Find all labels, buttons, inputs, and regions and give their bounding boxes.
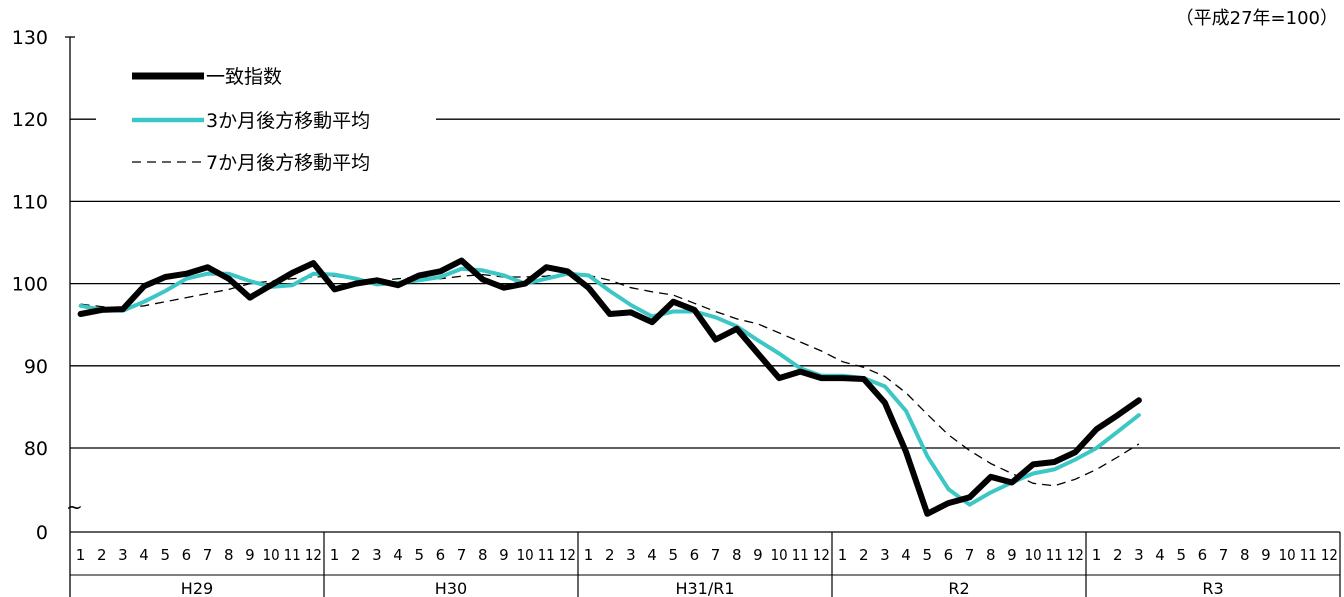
month-label: 12 <box>1321 546 1338 564</box>
y-tick-label: 0 <box>36 522 48 544</box>
month-label: 1 <box>838 546 848 564</box>
year-label: R2 <box>948 579 969 597</box>
series-lines <box>77 257 1142 517</box>
month-label: 5 <box>160 546 170 564</box>
legend-label: 7か月後方移動平均 <box>206 152 370 174</box>
month-label: 10 <box>1279 546 1296 564</box>
y-axis-tick-labels: 130 120 110 100 90 80 0 ~ <box>12 27 83 544</box>
month-label: 3 <box>626 546 636 564</box>
month-label: 2 <box>97 546 107 564</box>
legend-label: 一致指数 <box>206 66 282 88</box>
series-line-0 <box>77 257 1142 517</box>
month-label: 8 <box>478 546 488 564</box>
month-label: 8 <box>986 546 996 564</box>
y-axis-break-mark: ~ <box>66 495 83 519</box>
month-label: 9 <box>245 546 255 564</box>
month-label: 4 <box>901 546 911 564</box>
series-line-2 <box>80 273 1140 487</box>
month-label: 8 <box>224 546 234 564</box>
month-label: 4 <box>1155 546 1165 564</box>
month-label: 6 <box>182 546 192 564</box>
month-label: 1 <box>584 546 594 564</box>
month-label: 5 <box>922 546 932 564</box>
month-label: 11 <box>1300 546 1317 564</box>
month-label: 9 <box>753 546 763 564</box>
month-label: 3 <box>1134 546 1144 564</box>
month-label: 4 <box>139 546 149 564</box>
month-label: 3 <box>118 546 128 564</box>
month-label: 2 <box>859 546 869 564</box>
month-label: 11 <box>792 546 809 564</box>
month-label: 9 <box>499 546 509 564</box>
month-label: 11 <box>538 546 555 564</box>
month-label: 9 <box>1261 546 1271 564</box>
month-label: 6 <box>944 546 954 564</box>
month-label: 2 <box>605 546 615 564</box>
month-label: 12 <box>305 546 322 564</box>
month-label: 12 <box>559 546 576 564</box>
month-label: 11 <box>1046 546 1063 564</box>
month-label: 5 <box>414 546 424 564</box>
month-label: 9 <box>1007 546 1017 564</box>
unit-note: （平成27年=100） <box>1175 8 1338 29</box>
year-label: R3 <box>1202 579 1223 597</box>
axes <box>65 36 1340 597</box>
month-label: 3 <box>372 546 382 564</box>
month-label: 1 <box>1092 546 1102 564</box>
month-label: 8 <box>732 546 742 564</box>
month-label: 6 <box>1198 546 1208 564</box>
series-line-1 <box>78 266 1141 507</box>
month-label: 10 <box>517 546 534 564</box>
month-label: 7 <box>965 546 975 564</box>
month-label: 7 <box>203 546 213 564</box>
month-label: 5 <box>668 546 678 564</box>
month-label: 10 <box>771 546 788 564</box>
y-tick-label: 120 <box>12 109 48 131</box>
y-tick-label: 80 <box>24 438 48 460</box>
y-tick-label: 110 <box>12 191 48 213</box>
month-label: 7 <box>711 546 721 564</box>
y-tick-label: 130 <box>12 27 48 49</box>
month-label: 4 <box>647 546 657 564</box>
month-label: 2 <box>1113 546 1123 564</box>
month-label: 10 <box>263 546 280 564</box>
month-label: 12 <box>813 546 830 564</box>
year-label: H30 <box>435 579 467 597</box>
year-label: H31/R1 <box>675 579 734 597</box>
month-label: 4 <box>393 546 403 564</box>
legend-label: 3か月後方移動平均 <box>206 110 370 132</box>
y-tick-label: 100 <box>12 274 48 296</box>
month-label: 7 <box>1219 546 1229 564</box>
month-label: 5 <box>1176 546 1186 564</box>
month-label: 7 <box>457 546 467 564</box>
gridlines <box>70 118 1340 449</box>
month-label: 10 <box>1025 546 1042 564</box>
month-label: 1 <box>330 546 340 564</box>
month-label: 11 <box>284 546 301 564</box>
year-label: H29 <box>181 579 213 597</box>
month-label: 3 <box>880 546 890 564</box>
month-label: 6 <box>436 546 446 564</box>
month-label: 8 <box>1240 546 1250 564</box>
month-label: 12 <box>1067 546 1084 564</box>
month-label: 1 <box>76 546 86 564</box>
month-label: 2 <box>351 546 361 564</box>
y-tick-label: 90 <box>24 356 48 378</box>
month-label: 6 <box>690 546 700 564</box>
legend: 一致指数 3か月後方移動平均 7か月後方移動平均 <box>96 52 436 190</box>
